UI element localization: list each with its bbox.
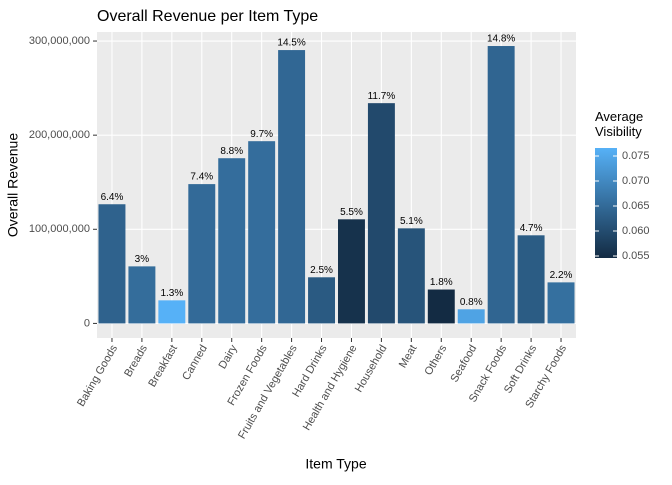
value-label: 5.5% bbox=[340, 207, 363, 218]
chart-title: Overall Revenue per Item Type bbox=[97, 8, 318, 25]
value-label: 1.8% bbox=[430, 277, 453, 288]
bar bbox=[218, 158, 246, 324]
bar bbox=[427, 289, 455, 324]
bar bbox=[98, 204, 126, 324]
x-axis-title: Item Type bbox=[305, 456, 366, 472]
colorbar bbox=[595, 148, 617, 258]
value-label: 11.7% bbox=[368, 91, 396, 102]
value-label: 1.3% bbox=[160, 288, 183, 299]
colorbar-label: 0.055 bbox=[622, 250, 650, 262]
value-label: 7.4% bbox=[190, 172, 213, 183]
colorbar-label: 0.075 bbox=[622, 150, 650, 162]
bar bbox=[158, 300, 186, 324]
colorbar-label: 0.060 bbox=[622, 225, 650, 237]
legend-title: Average Visibility bbox=[595, 109, 643, 139]
bar bbox=[128, 266, 156, 324]
bar bbox=[278, 50, 306, 324]
value-label: 14.8% bbox=[487, 34, 515, 45]
value-label: 6.4% bbox=[101, 192, 124, 203]
value-label: 8.8% bbox=[220, 146, 243, 157]
bar bbox=[188, 184, 216, 324]
bar bbox=[337, 219, 365, 324]
y-tick-label: 100,000,000 bbox=[29, 223, 90, 235]
value-label: 9.7% bbox=[250, 129, 273, 140]
value-label: 3% bbox=[135, 254, 150, 265]
value-label: 2.5% bbox=[310, 265, 333, 276]
bar bbox=[308, 277, 336, 324]
y-tick-label: 0 bbox=[84, 317, 90, 329]
value-label: 4.7% bbox=[520, 223, 543, 234]
bar bbox=[248, 141, 276, 324]
colorbar-label: 0.065 bbox=[622, 200, 650, 212]
value-label: 0.8% bbox=[460, 297, 483, 308]
y-tick-label: 200,000,000 bbox=[29, 129, 90, 141]
bar bbox=[457, 309, 485, 324]
colorbar-label: 0.070 bbox=[622, 175, 650, 187]
value-label: 2.2% bbox=[550, 270, 573, 281]
bar bbox=[487, 46, 515, 324]
value-label: 5.1% bbox=[400, 216, 423, 227]
bar bbox=[547, 282, 575, 324]
y-axis-title: Overall Revenue bbox=[5, 133, 21, 237]
value-label: 14.5% bbox=[277, 38, 305, 49]
bar bbox=[517, 235, 545, 324]
y-tick-label: 300,000,000 bbox=[29, 35, 90, 47]
bar bbox=[397, 228, 425, 324]
bar bbox=[367, 103, 395, 324]
